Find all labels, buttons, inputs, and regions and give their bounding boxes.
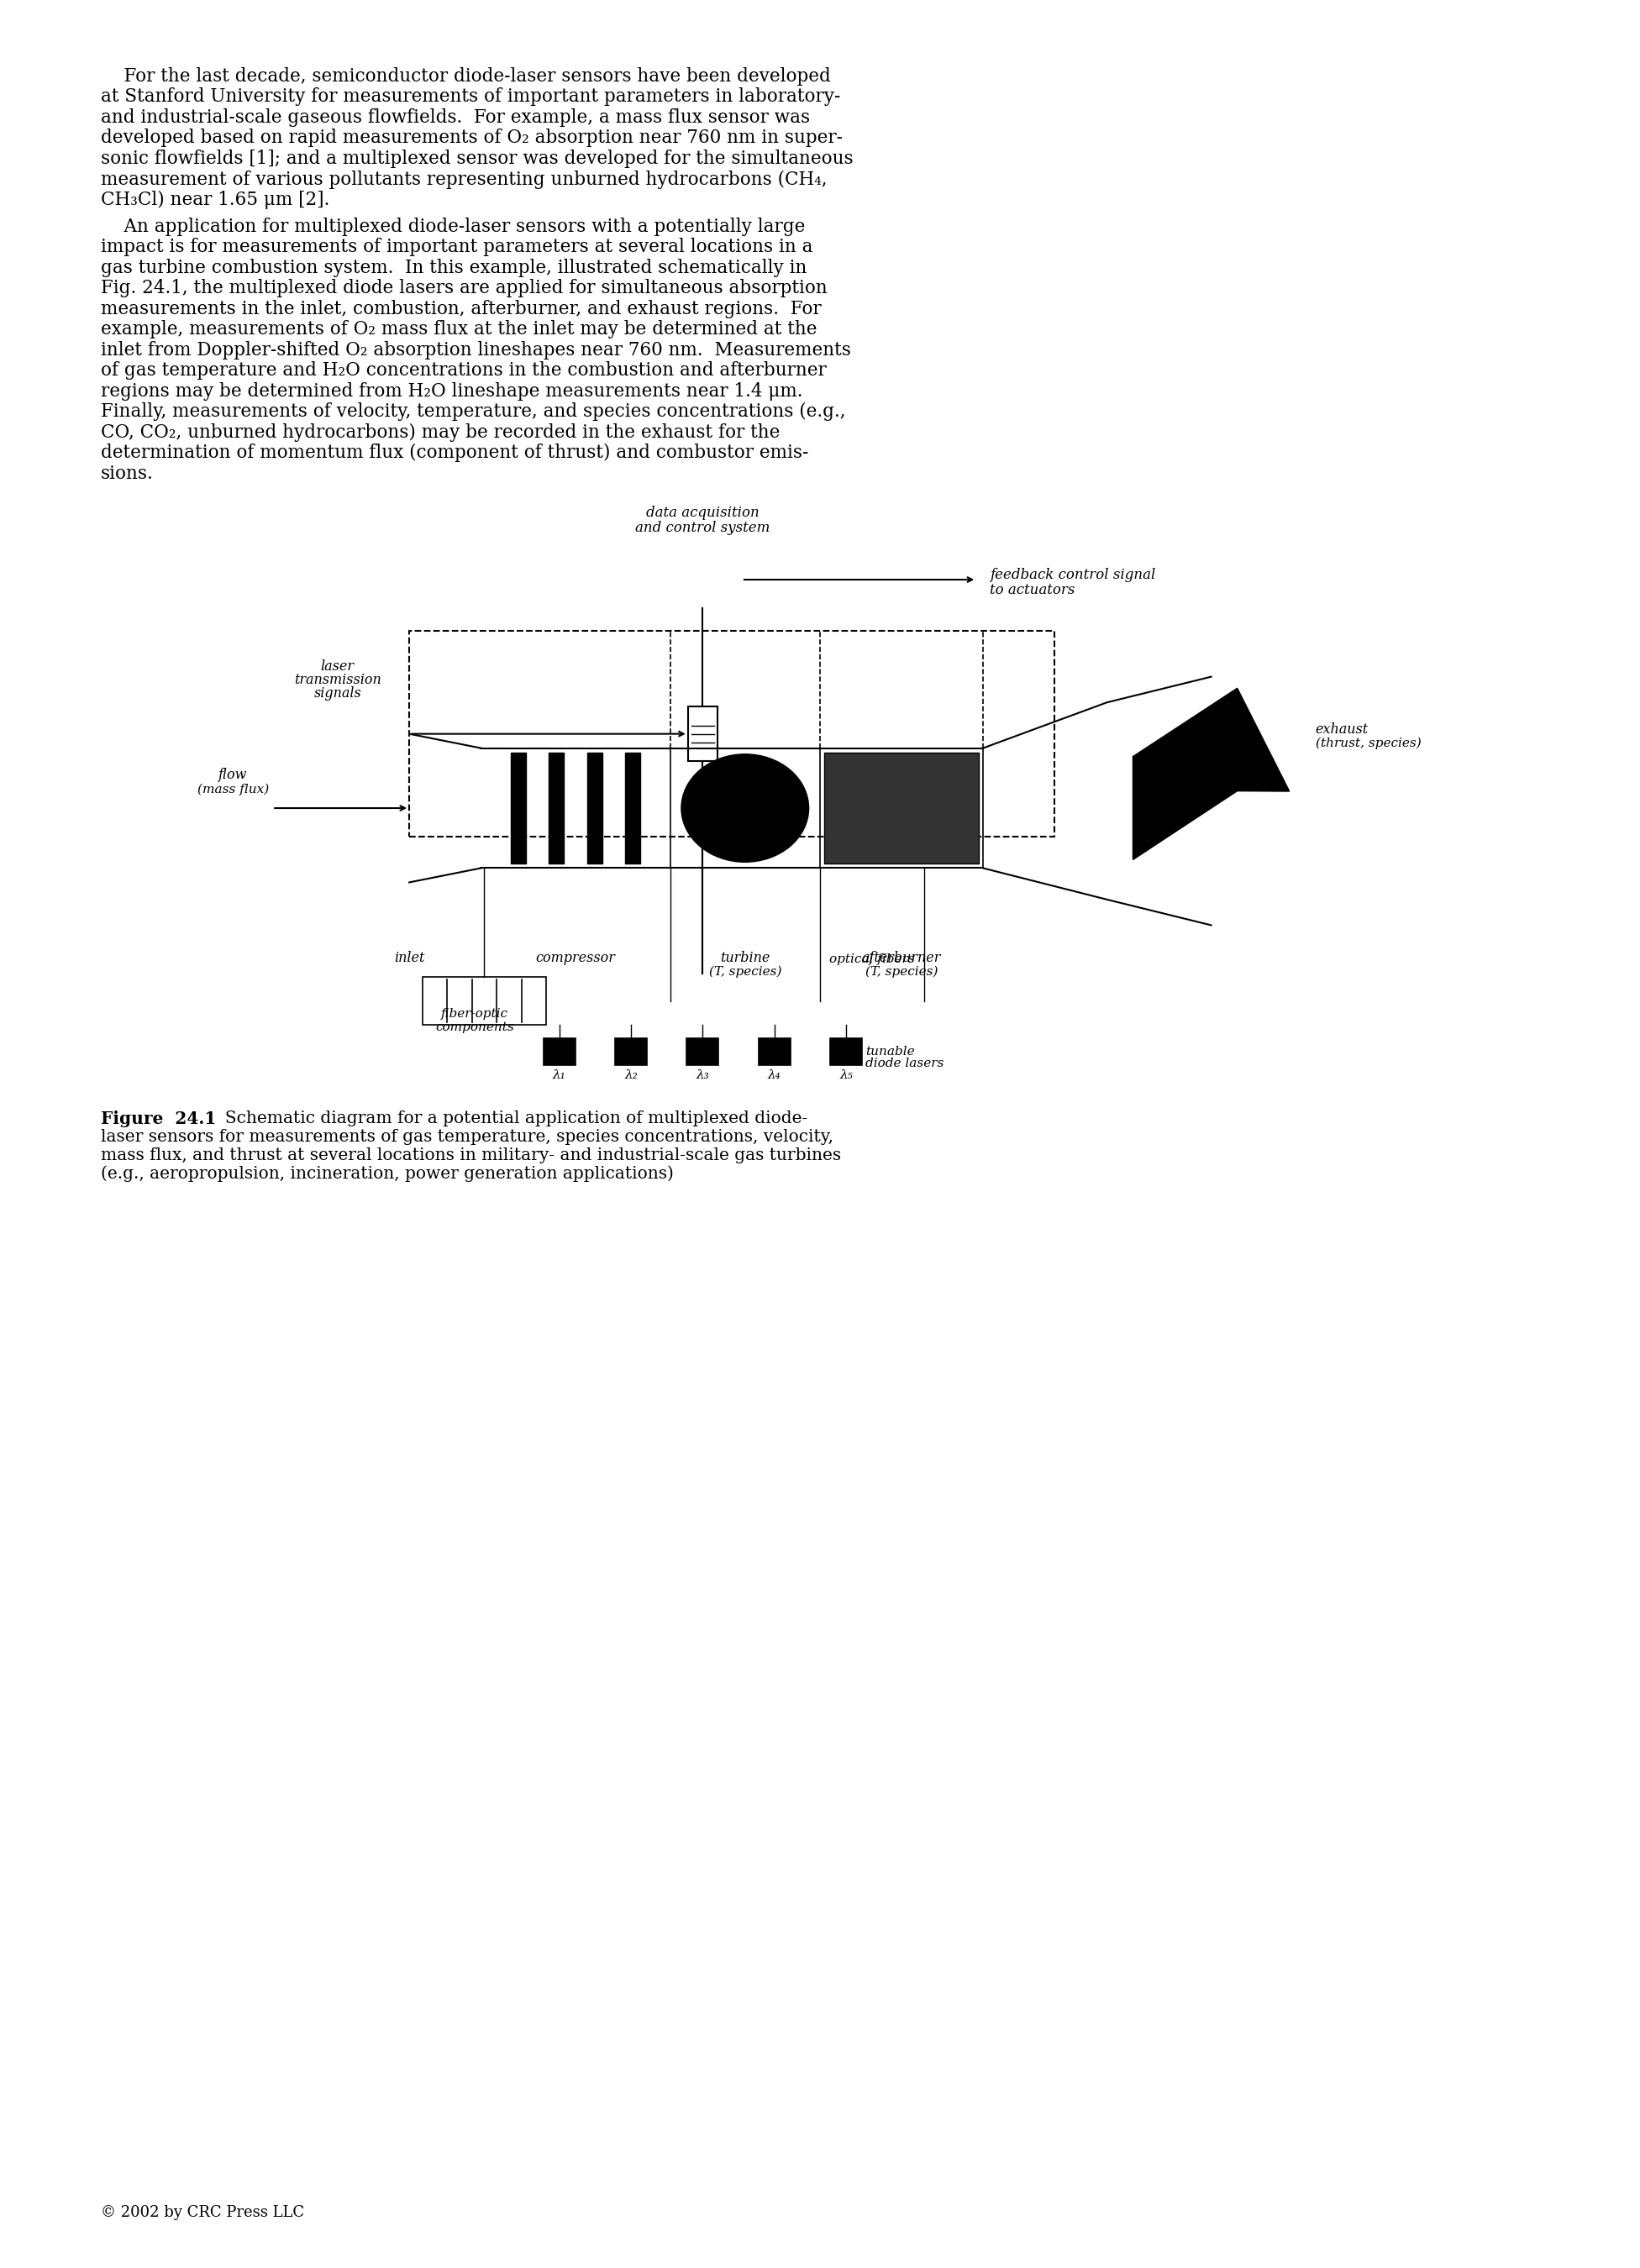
Text: to actuators: to actuators	[989, 583, 1074, 596]
Text: exhaust: exhaust	[1315, 723, 1368, 737]
Text: laser sensors for measurements of gas temperature, species concentrations, veloc: laser sensors for measurements of gas te…	[100, 1129, 833, 1145]
Text: λ₂: λ₂	[625, 1068, 638, 1082]
Text: measurements in the inlet, combustion, afterburner, and exhaust regions.  For: measurements in the inlet, combustion, a…	[100, 299, 822, 318]
Text: CH₃Cl) near 1.65 μm [2].: CH₃Cl) near 1.65 μm [2].	[100, 191, 330, 209]
Text: inlet from Doppler-shifted O₂ absorption lineshapes near 760 nm.  Measurements: inlet from Doppler-shifted O₂ absorption…	[100, 340, 851, 358]
Text: λ₅: λ₅	[840, 1068, 853, 1082]
Bar	[687, 1039, 718, 1066]
Polygon shape	[549, 753, 564, 864]
Text: components: components	[435, 1021, 513, 1034]
Text: diode lasers: diode lasers	[866, 1057, 945, 1068]
Text: inlet: inlet	[394, 950, 425, 966]
Text: transmission: transmission	[294, 674, 380, 687]
Text: and industrial-scale gaseous flowfields.  For example, a mass flux sensor was: and industrial-scale gaseous flowfields.…	[100, 109, 810, 127]
Bar	[543, 1039, 576, 1066]
Text: Fig. 24.1, the multiplexed diode lasers are applied for simultaneous absorption: Fig. 24.1, the multiplexed diode lasers …	[100, 279, 827, 297]
Text: optical fibers: optical fibers	[830, 955, 915, 966]
Text: λ₄: λ₄	[768, 1068, 781, 1082]
Text: (thrust, species): (thrust, species)	[1315, 737, 1422, 751]
Text: sonic flowfields [1]; and a multiplexed sensor was developed for the simultaneou: sonic flowfields [1]; and a multiplexed …	[100, 150, 853, 168]
Polygon shape	[825, 753, 979, 864]
Bar	[410, 631, 1055, 837]
Bar	[687, 708, 717, 762]
Text: laser: laser	[321, 660, 354, 674]
Bar	[830, 1039, 863, 1066]
Text: (T, species): (T, species)	[866, 966, 938, 978]
Text: signals: signals	[313, 687, 361, 701]
Text: data acquisition: data acquisition	[646, 506, 759, 519]
Text: at Stanford University for measurements of important parameters in laboratory-: at Stanford University for measurements …	[100, 88, 840, 107]
Text: afterburner: afterburner	[863, 950, 941, 966]
Text: Schematic diagram for a potential application of multiplexed diode-: Schematic diagram for a potential applic…	[215, 1109, 807, 1127]
Text: of gas temperature and H₂O concentrations in the combustion and afterburner: of gas temperature and H₂O concentration…	[100, 361, 827, 379]
Text: flow: flow	[218, 769, 248, 782]
Polygon shape	[587, 753, 602, 864]
Bar	[423, 978, 546, 1025]
Text: gas turbine combustion system.  In this example, illustrated schematically in: gas turbine combustion system. In this e…	[100, 259, 807, 277]
Text: developed based on rapid measurements of O₂ absorption near 760 nm in super-: developed based on rapid measurements of…	[100, 129, 843, 147]
Text: An application for multiplexed diode-laser sensors with a potentially large: An application for multiplexed diode-las…	[100, 218, 805, 236]
Text: (e.g., aeropropulsion, incineration, power generation applications): (e.g., aeropropulsion, incineration, pow…	[100, 1166, 674, 1182]
Text: compressor: compressor	[536, 950, 615, 966]
Text: © 2002 by CRC Press LLC: © 2002 by CRC Press LLC	[100, 2204, 305, 2220]
Polygon shape	[512, 753, 526, 864]
Polygon shape	[1133, 687, 1289, 860]
Text: tunable: tunable	[866, 1046, 915, 1057]
Text: mass flux, and thrust at several locations in military- and industrial-scale gas: mass flux, and thrust at several locatio…	[100, 1148, 841, 1163]
Text: For the last decade, semiconductor diode-laser sensors have been developed: For the last decade, semiconductor diode…	[100, 68, 831, 86]
Text: determination of momentum flux (component of thrust) and combustor emis-: determination of momentum flux (componen…	[100, 445, 809, 463]
Text: impact is for measurements of important parameters at several locations in a: impact is for measurements of important …	[100, 238, 813, 256]
Text: (mass flux): (mass flux)	[197, 782, 269, 796]
Text: (T, species): (T, species)	[708, 966, 781, 978]
Text: Finally, measurements of velocity, temperature, and species concentrations (e.g.: Finally, measurements of velocity, tempe…	[100, 401, 846, 422]
Text: CO, CO₂, unburned hydrocarbons) may be recorded in the exhaust for the: CO, CO₂, unburned hydrocarbons) may be r…	[100, 424, 781, 442]
Text: sions.: sions.	[100, 465, 154, 483]
Bar	[615, 1039, 646, 1066]
Text: measurement of various pollutants representing unburned hydrocarbons (CH₄,: measurement of various pollutants repres…	[100, 170, 827, 188]
Text: and control system: and control system	[635, 519, 771, 535]
Text: turbine: turbine	[720, 950, 769, 966]
Ellipse shape	[681, 755, 809, 862]
Bar	[758, 1039, 790, 1066]
Text: fiber-optic: fiber-optic	[441, 1007, 508, 1021]
Text: feedback control signal: feedback control signal	[989, 569, 1155, 583]
Text: example, measurements of O₂ mass flux at the inlet may be determined at the: example, measurements of O₂ mass flux at…	[100, 320, 817, 338]
Polygon shape	[625, 753, 640, 864]
Text: λ₃: λ₃	[695, 1068, 708, 1082]
Text: regions may be determined from H₂O lineshape measurements near 1.4 μm.: regions may be determined from H₂O lines…	[100, 381, 802, 401]
Text: λ₁: λ₁	[553, 1068, 566, 1082]
Text: Figure  24.1: Figure 24.1	[100, 1109, 216, 1127]
